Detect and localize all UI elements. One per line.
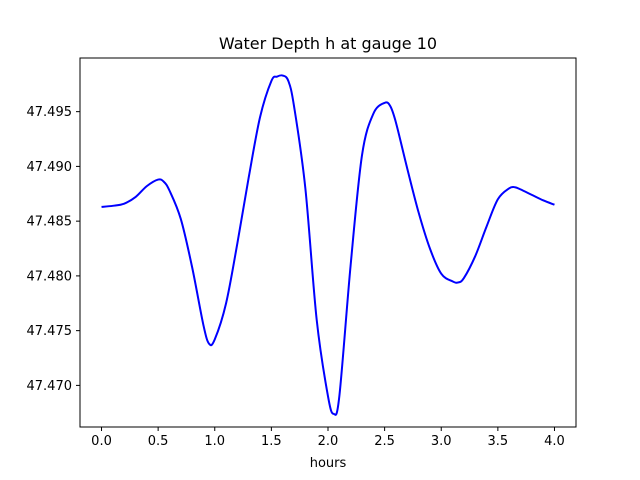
chart-title: Water Depth h at gauge 10	[219, 34, 437, 53]
series-layer	[101, 74, 555, 416]
y-tick-label: 47.490	[27, 160, 73, 175]
x-tick-label: 1.0	[204, 434, 225, 449]
y-tick-label: 47.485	[27, 215, 73, 230]
y-tick-label: 47.475	[27, 324, 73, 339]
y-tick-label: 47.495	[27, 105, 73, 120]
x-tick-label: 0.5	[148, 434, 169, 449]
x-tick-label: 2.0	[318, 434, 339, 449]
x-tick-label: 3.5	[488, 434, 509, 449]
x-tick-label: 1.5	[261, 434, 282, 449]
y-tick-label: 47.470	[27, 379, 73, 394]
series-line	[101, 74, 555, 416]
x-tick-label: 4.0	[544, 434, 565, 449]
x-axis-label: hours	[310, 456, 347, 471]
x-tick-label: 0.0	[91, 434, 112, 449]
x-axis-ticks: 0.0 0.5 1.0 1.5 2.0 2.5 3.0 3.5 4.0	[91, 427, 565, 449]
plot-frame	[79, 57, 577, 428]
x-tick-label: 2.5	[374, 434, 395, 449]
y-tick-label: 47.480	[27, 269, 73, 284]
x-tick-label: 3.0	[431, 434, 452, 449]
y-axis-ticks: 47.470 47.475 47.480 47.485 47.490 47.495	[27, 105, 80, 394]
